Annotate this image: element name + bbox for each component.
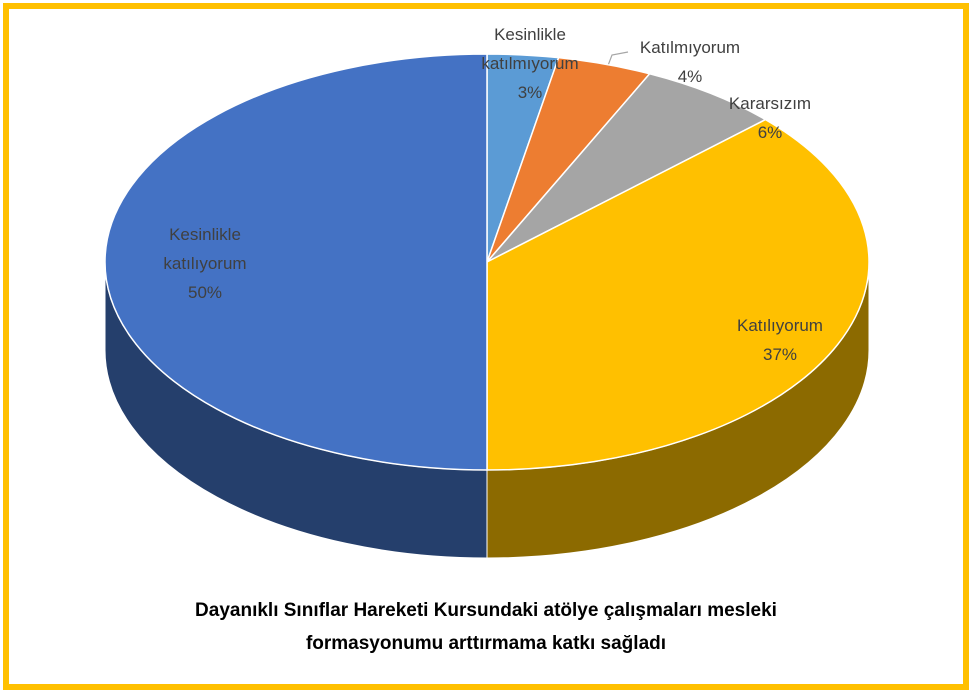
category-label: Kesinlikle katılıyorum: [163, 225, 247, 273]
category-label: Katılıyorum: [737, 316, 823, 335]
category-label: Kararsızım: [728, 94, 812, 113]
value-label: 4%: [677, 67, 703, 86]
category-label: Kesinlikle katılmıyorum: [481, 25, 579, 73]
pie-slice: [104, 53, 488, 471]
data-label: Katılıyorum 37%: [680, 311, 880, 369]
data-label: Kesinlikle katılıyorum 50%: [135, 220, 275, 307]
pie-slice: [486, 72, 768, 263]
value-label: 6%: [757, 123, 783, 142]
pie-slice: [486, 118, 870, 471]
data-label: Katılmıyorum 4%: [590, 33, 790, 91]
chart-title: Dayanıklı Sınıflar Hareketi Kursundaki a…: [195, 600, 777, 654]
value-label: 50%: [187, 283, 223, 302]
data-label: Kesinlikle katılmıyorum 3%: [465, 20, 595, 107]
value-label: 37%: [762, 345, 798, 364]
title-box: Dayanıklı Sınıflar Hareketi Kursundaki a…: [0, 594, 972, 660]
value-label: 3%: [517, 83, 543, 102]
data-label: Kararsızım 6%: [670, 89, 870, 147]
category-label: Katılmıyorum: [639, 38, 741, 57]
